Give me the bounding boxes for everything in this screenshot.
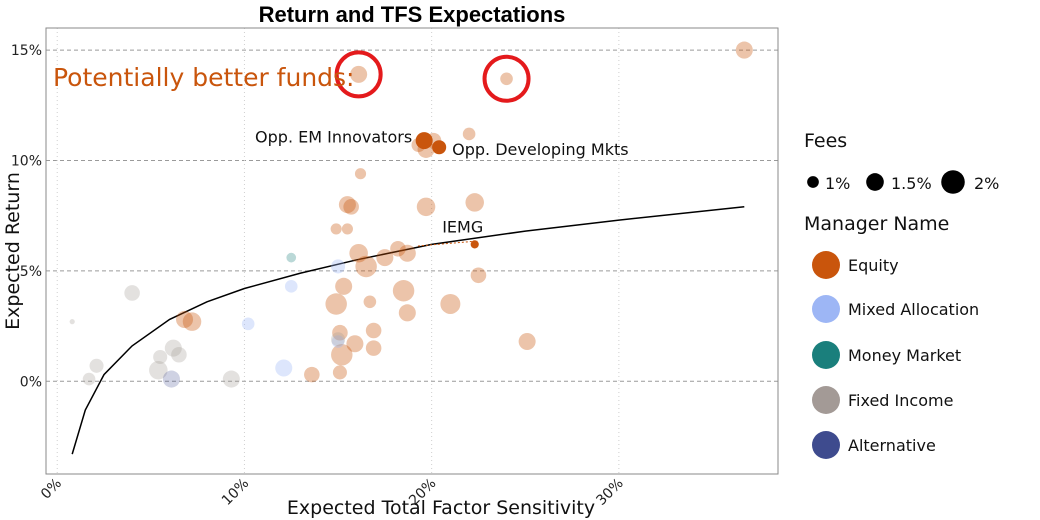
legend-label: Equity xyxy=(848,256,899,275)
highlight-ring-1 xyxy=(334,50,383,99)
data-point-equity xyxy=(500,72,513,86)
data-point-equity xyxy=(346,335,364,353)
x-tick-label: 10% xyxy=(219,476,252,509)
legend-swatch xyxy=(812,295,840,323)
legend-fee-dot xyxy=(807,176,819,188)
legend-fee-dot xyxy=(941,170,965,194)
data-point-fixed-income xyxy=(69,319,75,325)
data-point-fixed-income xyxy=(164,339,182,357)
data-point-equity xyxy=(392,280,415,302)
data-point-equity xyxy=(465,193,484,212)
data-points xyxy=(69,41,753,388)
highlight-ring-2 xyxy=(482,54,531,103)
data-point-equity xyxy=(390,241,406,257)
data-point-equity xyxy=(518,333,536,351)
data-point-equity xyxy=(338,196,356,214)
data-point-money-market xyxy=(286,252,297,263)
data-point-equity xyxy=(341,223,353,235)
data-point-mixed-allocation xyxy=(331,335,345,348)
legend-label: Fixed Income xyxy=(848,391,953,410)
data-point-mixed-allocation xyxy=(331,259,346,274)
callout-text: Potentially better funds: xyxy=(53,63,354,92)
data-point-equity xyxy=(176,310,194,328)
data-point-equity xyxy=(365,340,382,356)
data-point-equity xyxy=(343,199,359,215)
legend-label: Alternative xyxy=(848,436,936,455)
data-point-alternative xyxy=(162,370,180,388)
legend-fee-label: 1% xyxy=(825,174,850,193)
grid xyxy=(46,28,778,474)
legend-fee-label: 1.5% xyxy=(891,174,932,193)
data-point-fixed-income xyxy=(124,285,140,301)
x-axis-label: Expected Total Factor Sensitivity xyxy=(287,497,595,519)
plot-frame xyxy=(45,27,779,475)
data-point-equity xyxy=(332,365,347,380)
data-point-equity xyxy=(331,344,353,366)
annotation-label: Opp. EM Innovators xyxy=(255,128,412,147)
data-point-equity xyxy=(365,322,382,339)
legend-fees-title: Fees xyxy=(804,130,847,152)
y-axis-label: Expected Return xyxy=(2,172,24,330)
data-point-equity xyxy=(363,295,377,309)
data-point-equity xyxy=(330,223,342,235)
legend-swatch xyxy=(812,431,840,459)
data-point-mixed-allocation xyxy=(284,280,298,293)
data-point-equity xyxy=(416,197,436,217)
data-point-fixed-income xyxy=(153,349,168,365)
point-annotations: Opp. EM Innovators Opp. Developing Mkts IE… xyxy=(255,128,629,237)
data-point-equity xyxy=(462,127,476,141)
chart-title: Return and TFS Expectations xyxy=(259,2,566,27)
data-point-equity xyxy=(332,324,348,341)
data-point-equity xyxy=(735,41,753,59)
data-point-equity xyxy=(304,366,320,383)
x-tick-label: 0% xyxy=(38,476,65,503)
legend-fee-label: 2% xyxy=(974,174,999,193)
legend-manager-title: Manager Name xyxy=(804,213,949,235)
legend-label: Money Market xyxy=(848,346,961,365)
data-point-equity xyxy=(470,267,487,284)
legend: Fees 1% 1.5% 2% Manager Name Equity Mixed A… xyxy=(804,130,999,459)
x-tick-label: 30% xyxy=(593,476,626,509)
data-point-equity xyxy=(398,304,416,322)
legend-label: Mixed Allocation xyxy=(848,300,979,319)
legend-fees: 1% 1.5% 2% xyxy=(807,170,999,194)
data-point-fixed-income xyxy=(331,332,346,347)
annotation-label: Opp. Developing Mkts xyxy=(452,140,628,159)
data-point-equity xyxy=(354,168,367,180)
data-point-equity xyxy=(325,293,347,315)
y-tick-label: 15% xyxy=(11,43,42,59)
data-point-equity xyxy=(440,293,461,314)
y-tick-label: 10% xyxy=(11,153,42,169)
data-point-equity-highlighted xyxy=(470,240,479,249)
data-point-mixed-allocation xyxy=(241,317,255,331)
legend-categories: Equity Mixed Allocation Money Market Fixed … xyxy=(812,251,979,459)
data-point-fixed-income xyxy=(149,360,168,380)
highlight-circles xyxy=(334,50,531,103)
legend-swatch xyxy=(812,341,840,369)
data-point-equity xyxy=(376,249,394,267)
data-point-equity-highlighted xyxy=(415,132,433,150)
data-point-fixed-income xyxy=(82,372,96,386)
legend-swatch xyxy=(812,251,840,279)
data-point-equity xyxy=(182,312,202,331)
data-point-equity xyxy=(335,277,353,295)
data-point-fixed-income xyxy=(222,370,240,388)
data-point-fixed-income xyxy=(171,346,187,363)
fit-curve xyxy=(71,206,745,455)
data-point-mixed-allocation xyxy=(275,359,293,377)
legend-swatch xyxy=(812,386,840,414)
annotation-label: IEMG xyxy=(442,217,483,236)
data-point-equity xyxy=(350,65,368,83)
y-tick-label: 5% xyxy=(20,264,42,280)
data-point-equity xyxy=(398,244,416,262)
plot-background xyxy=(46,28,778,474)
data-point-equity-highlighted xyxy=(432,140,447,155)
data-point-equity xyxy=(355,255,377,278)
data-point-fixed-income xyxy=(89,358,104,373)
y-tick-label: 0% xyxy=(20,374,42,390)
data-point-equity xyxy=(349,243,368,263)
legend-fee-dot xyxy=(866,173,884,191)
